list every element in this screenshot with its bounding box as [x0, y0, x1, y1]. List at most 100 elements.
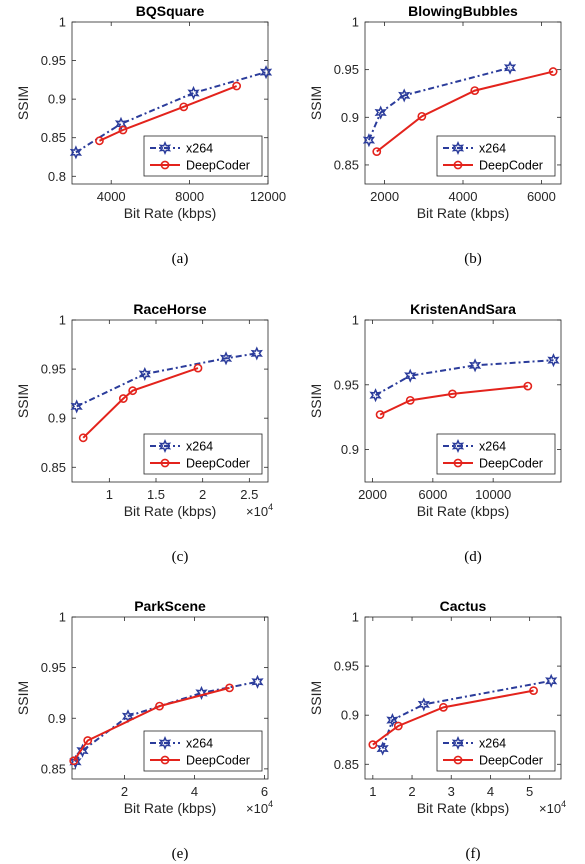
- chart-title: ParkScene: [134, 598, 206, 614]
- data-point-DeepCoder: [548, 67, 558, 76]
- panel-caption: (c): [172, 549, 189, 565]
- y-tick-label: 0.95: [41, 660, 66, 675]
- panel-caption: (b): [464, 251, 482, 267]
- y-tick-label: 1: [352, 313, 359, 328]
- legend: x264 DeepCoder: [143, 135, 263, 177]
- panel-caption: (e): [172, 846, 189, 862]
- data-point-x264: [547, 353, 560, 368]
- y-tick-label: 1: [59, 313, 66, 328]
- data-point-x264: [70, 399, 83, 414]
- legend-label-DeepCoder: DeepCoder: [479, 159, 543, 173]
- data-point-DeepCoder: [368, 740, 378, 750]
- x-axis-multiplier-exponent: 4: [561, 799, 566, 809]
- x-tick-label: 2000: [358, 487, 387, 502]
- x-tick-label: 6000: [527, 189, 556, 204]
- data-point-x264: [187, 85, 200, 101]
- data-point-x264: [468, 358, 482, 373]
- legend-label-DeepCoder: DeepCoder: [479, 754, 543, 768]
- x-tick-label: 12000: [250, 189, 286, 204]
- x-tick-label: 4: [487, 784, 494, 799]
- data-point-x264: [362, 133, 376, 148]
- legend-marker-x264: [158, 438, 172, 454]
- x-axis-multiplier-exponent: 4: [268, 799, 273, 809]
- x-axis-label: Bit Rate (kbps): [417, 503, 510, 519]
- x-axis-label: Bit Rate (kbps): [124, 800, 217, 816]
- chart-title: BlowingBubbles: [408, 3, 518, 19]
- legend-label-DeepCoder: DeepCoder: [186, 159, 250, 173]
- legend-box: [143, 730, 263, 772]
- x-tick-label: 1: [369, 784, 376, 799]
- legend-marker-x264: [158, 140, 172, 156]
- y-tick-label: 1: [352, 610, 359, 625]
- x-tick-label: 3: [448, 784, 455, 799]
- x-tick-label: 1: [106, 487, 113, 502]
- y-tick-label: 0.9: [48, 711, 66, 726]
- chart-panel-4: KristenAndSara 0.9 0.95 1 2000 6000 10000 SSIM B…: [308, 301, 562, 565]
- panel-caption: (f): [466, 846, 481, 862]
- y-tick-label: 0.9: [48, 92, 66, 107]
- legend-label-DeepCoder: DeepCoder: [186, 457, 250, 471]
- data-point-x264: [259, 65, 273, 80]
- data-point-DeepCoder: [470, 86, 480, 96]
- data-point-DeepCoder: [372, 147, 382, 156]
- x-tick-label: 10000: [475, 487, 511, 502]
- data-point-x264: [374, 105, 387, 120]
- data-point-x264: [404, 368, 417, 383]
- x-tick-label: 4000: [449, 189, 478, 204]
- x-tick-label: 5: [526, 784, 533, 799]
- legend: x264 DeepCoder: [436, 433, 556, 475]
- x-tick-label: 2.5: [240, 487, 258, 502]
- series-line-x264: [75, 71, 267, 154]
- data-point-DeepCoder: [438, 702, 448, 712]
- y-tick-label: 1: [59, 610, 66, 625]
- y-axis-label: SSIM: [308, 384, 324, 418]
- data-point-DeepCoder: [529, 686, 538, 696]
- y-tick-label: 1: [352, 15, 359, 30]
- legend-box: [143, 135, 263, 177]
- legend-marker-DeepCoder: [453, 160, 463, 170]
- y-tick-label: 0.95: [334, 377, 359, 392]
- y-tick-label: 0.85: [334, 757, 359, 772]
- x-axis-multiplier: ×104: [539, 799, 566, 816]
- y-axis-label: SSIM: [15, 86, 31, 120]
- chart-title: RaceHorse: [133, 301, 206, 317]
- data-point-DeepCoder: [417, 111, 427, 121]
- data-point-DeepCoder: [225, 683, 234, 693]
- legend-marker-x264: [451, 438, 465, 454]
- series-line-DeepCoder: [72, 686, 230, 762]
- y-tick-label: 0.85: [41, 761, 66, 776]
- x-axis-multiplier: ×104: [246, 502, 273, 519]
- legend-marker-DeepCoder: [453, 755, 463, 765]
- data-point-DeepCoder: [95, 136, 104, 146]
- chart-title: BQSquare: [136, 3, 205, 19]
- y-tick-label: 0.95: [41, 53, 66, 68]
- panel-caption: (a): [172, 251, 189, 267]
- data-point-x264: [369, 388, 382, 403]
- data-point-x264: [69, 145, 83, 160]
- series-line-x264: [74, 680, 258, 763]
- data-point-DeepCoder: [193, 363, 203, 373]
- y-tick-label: 0.9: [341, 442, 359, 457]
- legend-label-x264: x264: [479, 440, 506, 454]
- data-point-x264: [376, 741, 389, 756]
- series-line-x264: [367, 66, 511, 141]
- legend-marker-x264: [158, 735, 172, 751]
- data-point-DeepCoder: [78, 433, 88, 443]
- legend-label-DeepCoder: DeepCoder: [186, 754, 250, 768]
- legend-box: [436, 730, 556, 772]
- data-point-x264: [250, 346, 263, 361]
- legend-box: [436, 433, 556, 475]
- legend-marker-DeepCoder: [160, 458, 170, 468]
- x-axis-label: Bit Rate (kbps): [124, 503, 217, 519]
- data-point-x264: [386, 713, 399, 728]
- data-point-DeepCoder: [118, 394, 128, 403]
- data-point-DeepCoder: [69, 756, 79, 766]
- y-tick-label: 0.8: [48, 169, 66, 184]
- legend-label-x264: x264: [186, 737, 213, 751]
- data-point-x264: [503, 60, 517, 75]
- chart-title: KristenAndSara: [410, 301, 516, 317]
- y-tick-label: 0.85: [41, 130, 66, 145]
- legend-label-x264: x264: [479, 142, 506, 156]
